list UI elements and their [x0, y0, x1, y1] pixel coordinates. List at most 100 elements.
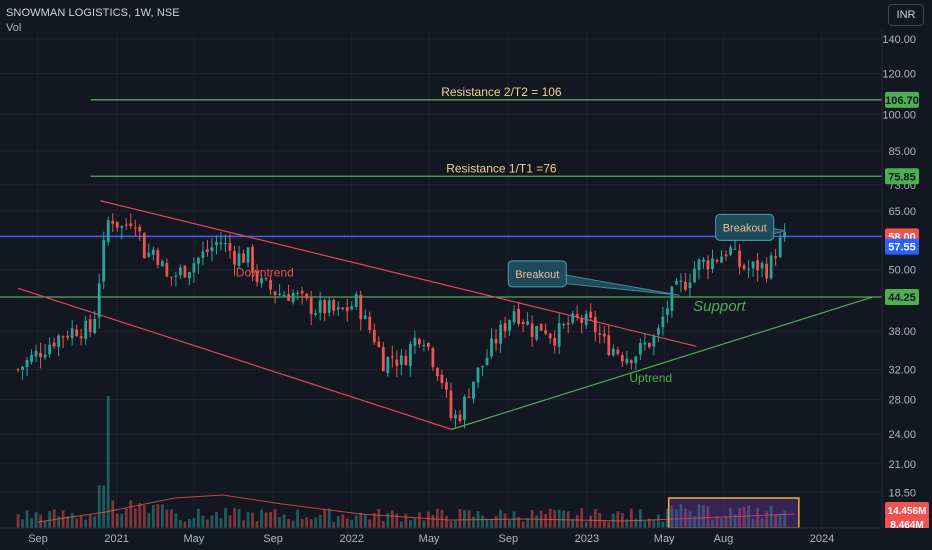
- candle-body: [675, 280, 678, 285]
- candle-body: [291, 292, 295, 302]
- volume-bar: [282, 514, 286, 528]
- volume-bar: [178, 520, 182, 528]
- candle-body: [526, 321, 530, 325]
- candle-body: [345, 307, 349, 312]
- candle-body: [751, 261, 755, 269]
- volume-bar: [278, 517, 281, 528]
- y-tick-label: 21.00: [888, 459, 916, 471]
- volume-bar: [372, 512, 376, 528]
- candle-body: [584, 313, 588, 326]
- volume-bar: [381, 520, 385, 528]
- volume-bar: [206, 519, 209, 528]
- candle-body: [34, 350, 38, 357]
- volume-bar: [647, 518, 651, 528]
- candle-body: [327, 300, 331, 313]
- candle-body: [120, 226, 124, 228]
- volume-moving-average: [37, 494, 795, 523]
- candle-body: [224, 242, 227, 244]
- x-tick-label: 2022: [340, 533, 364, 545]
- candle-body: [747, 269, 750, 271]
- volume-bar: [711, 519, 714, 528]
- candle-body: [278, 294, 281, 296]
- volume-bar: [350, 519, 354, 528]
- volume-bar: [634, 518, 638, 528]
- y-tick-label: 24.00: [888, 429, 916, 441]
- volume-bar: [336, 516, 340, 528]
- volume-bar: [661, 521, 665, 528]
- volume-bar: [305, 517, 309, 528]
- volume-bar: [363, 514, 367, 528]
- breakout-label-2: Breakout: [723, 222, 767, 234]
- volume-bar: [553, 510, 557, 528]
- candle-body: [192, 263, 196, 273]
- volume-bar: [472, 516, 475, 528]
- candle-body: [485, 357, 489, 365]
- volume-bar: [756, 508, 759, 528]
- candle-body: [417, 339, 421, 345]
- candle-body: [52, 342, 56, 347]
- volume-bar: [512, 511, 516, 528]
- volume-bar: [327, 508, 331, 528]
- y-tick-label: 140.00: [882, 34, 916, 46]
- volume-bar: [156, 504, 160, 528]
- volume-bar: [666, 508, 669, 528]
- volume-bar: [129, 500, 133, 528]
- volume-bar: [237, 509, 241, 528]
- candle-body: [738, 250, 741, 268]
- chart-title: SNOWMAN LOGISTICS, 1W, NSE: [6, 7, 180, 19]
- volume-bar: [458, 509, 462, 528]
- volume-bar: [147, 513, 151, 528]
- volume-bar: [251, 512, 254, 528]
- y-tick-label: 120.00: [882, 69, 916, 81]
- currency-button[interactable]: INR: [888, 4, 924, 26]
- candle-body: [16, 369, 20, 371]
- candle-body: [178, 267, 182, 276]
- candle-body: [242, 253, 245, 263]
- volume-bar: [314, 517, 318, 528]
- candle-body: [151, 249, 155, 255]
- candle-body: [440, 374, 444, 383]
- volume-bar: [188, 519, 191, 528]
- volume-bar: [386, 513, 390, 528]
- volume-bar: [174, 513, 178, 528]
- candle-body: [661, 316, 665, 328]
- candle-body: [210, 247, 214, 252]
- volume-bar: [693, 515, 696, 528]
- time-axis-bg: [0, 528, 932, 550]
- volume-bar: [142, 505, 146, 528]
- candle-body: [503, 323, 507, 332]
- volume-bar: [16, 514, 20, 528]
- volume-bar: [417, 512, 421, 528]
- volume-bar: [656, 514, 660, 528]
- volume-bar: [571, 518, 575, 528]
- volume-bar: [431, 515, 435, 528]
- candles: [16, 213, 787, 429]
- volume-bar: [66, 516, 70, 528]
- volume-bar: [124, 508, 128, 528]
- volume-indicator-label[interactable]: Vol: [6, 22, 22, 34]
- uptrend-label: Uptrend: [629, 371, 672, 385]
- drawing-lines: Resistance 2/T2 = 106 Resistance 1/T1 =76…: [0, 85, 882, 430]
- candle-body: [472, 381, 475, 399]
- volume-bar: [580, 508, 584, 528]
- candle-body: [260, 278, 263, 284]
- candle-body: [188, 272, 191, 279]
- volume-bar: [593, 509, 597, 528]
- candle-body: [458, 414, 462, 421]
- volume-bar: [48, 511, 52, 528]
- volume-bar: [273, 509, 277, 528]
- breakout-pointer-1: [557, 274, 680, 296]
- x-tick-label: May: [654, 533, 675, 545]
- volume-bar: [688, 511, 692, 528]
- candle-body: [408, 344, 412, 366]
- volume-bar: [503, 513, 507, 528]
- y-tick-label: 18.50: [888, 487, 916, 499]
- candle-body: [88, 319, 92, 332]
- candle-body: [282, 295, 286, 297]
- volume-bar: [733, 514, 737, 528]
- candle-body: [237, 253, 241, 267]
- level-label-2: Resistance 1/T1 =76: [446, 161, 557, 175]
- volume-bar: [548, 508, 552, 528]
